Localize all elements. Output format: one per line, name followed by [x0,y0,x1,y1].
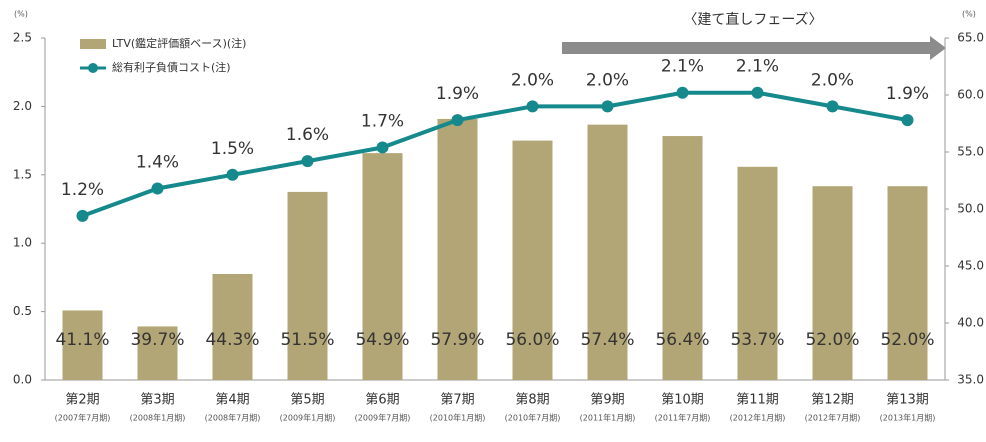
line-value-label: 1.5% [211,139,254,159]
y-tick-label: 2.5 [13,31,32,45]
bar [887,186,928,380]
line-marker [376,141,389,154]
bar-value-label: 57.4% [580,330,634,350]
x-tick-note: (2009年1月期) [280,413,336,423]
x-tick-label: 第12期 [811,393,854,408]
x-tick-label: 第7期 [440,393,474,408]
x-tick-note: (2009年7月期) [355,413,411,423]
legend-marker [88,63,98,73]
bar [737,166,778,380]
line-value-label: 1.6% [286,125,329,145]
line-value-label: 1.2% [61,180,104,200]
line-marker [226,168,239,181]
line-marker [676,86,689,99]
legend-swatch [80,39,106,49]
line-value-label: 1.7% [361,111,404,131]
x-tick-label: 第13期 [886,393,929,408]
y2-tick-label: 50.0 [957,202,984,216]
y2-tick-label: 60.0 [957,88,984,102]
y2-tick-label: 45.0 [957,259,984,273]
bar [512,140,553,380]
bar [212,273,253,380]
bar-value-label: 54.9% [355,330,409,350]
bar-value-label: 52.0% [880,330,934,350]
annotation: 〈建て直しフェーズ〉 [683,11,822,28]
line-value-label: 1.9% [436,84,479,104]
x-tick-label: 第10期 [661,393,704,408]
x-tick-label: 第2期 [65,393,99,408]
line-value-label: 1.4% [136,152,179,172]
x-tick-label: 第8期 [515,393,549,408]
line-marker [751,86,764,99]
bar [662,136,703,380]
line-marker [826,100,839,113]
x-tick-label: 第5期 [290,393,324,408]
x-tick-label: 第3期 [140,393,174,408]
bar-value-label: 57.9% [430,330,484,350]
x-tick-label: 第6期 [365,393,399,408]
line-marker [601,100,614,113]
x-tick-note: (2011年1月期) [580,413,636,423]
x-tick-note: (2012年1月期) [730,413,786,423]
x-tick-label: 第4期 [215,393,249,408]
bar-value-label: 53.7% [730,330,784,350]
bar-value-label: 56.4% [655,330,709,350]
y-tick-label: 1.5 [13,167,32,181]
x-tick-note: (2010年7月期) [505,413,561,423]
x-tick-note: (2012年7月期) [805,413,861,423]
bar-value-label: 39.7% [130,330,184,350]
line-value-label: 2.1% [661,57,704,77]
x-tick-note: (2013年1月期) [880,413,936,423]
bar [437,118,478,380]
x-tick-label: 第11期 [736,393,779,408]
bar-value-label: 52.0% [805,330,859,350]
y-tick-label: 2.0 [13,99,32,113]
line-value-label: 2.0% [511,70,554,90]
bar-value-label: 44.3% [205,330,259,350]
y-tick-label: 1.0 [13,236,32,250]
y2-tick-label: 65.0 [957,31,984,45]
y2-axis-label: (%) [962,10,976,19]
y-tick-label: 0.5 [13,304,32,318]
y-axis-label: (%) [14,10,28,19]
line-value-label: 2.1% [736,57,779,77]
line-marker [526,100,539,113]
bar-value-label: 51.5% [280,330,334,350]
x-tick-note: (2010年1月期) [430,413,486,423]
line-value-label: 2.0% [586,70,629,90]
bar [62,310,103,380]
bar [587,124,628,380]
bar [287,191,328,380]
phase-arrow [562,36,946,60]
x-tick-note: (2008年7月期) [205,413,261,423]
line-marker [901,114,914,127]
y2-tick-label: 35.0 [957,373,984,387]
y2-tick-label: 55.0 [957,145,984,159]
bar [137,326,178,380]
y-tick-label: 0.0 [13,373,32,387]
legend-label: 総有利子負債コスト(注) [112,60,231,74]
bar-value-label: 41.1% [55,330,109,350]
legend-label: LTV(鑑定評価額ベース)(注) [112,36,246,50]
line-marker [76,209,89,222]
x-tick-note: (2007年7月期) [55,413,111,423]
line-value-label: 2.0% [811,70,854,90]
line [81,90,908,218]
line-value-label: 1.9% [886,84,929,104]
line-marker [451,114,464,127]
line-marker [151,182,164,195]
x-tick-note: (2011年7月期) [655,413,711,423]
line-marker [301,155,314,168]
x-tick-note: (2008年1月期) [130,413,186,423]
y2-tick-label: 40.0 [957,316,984,330]
bar-value-label: 56.0% [505,330,559,350]
bar [812,186,853,380]
bar [362,153,403,380]
x-tick-label: 第9期 [590,393,624,408]
